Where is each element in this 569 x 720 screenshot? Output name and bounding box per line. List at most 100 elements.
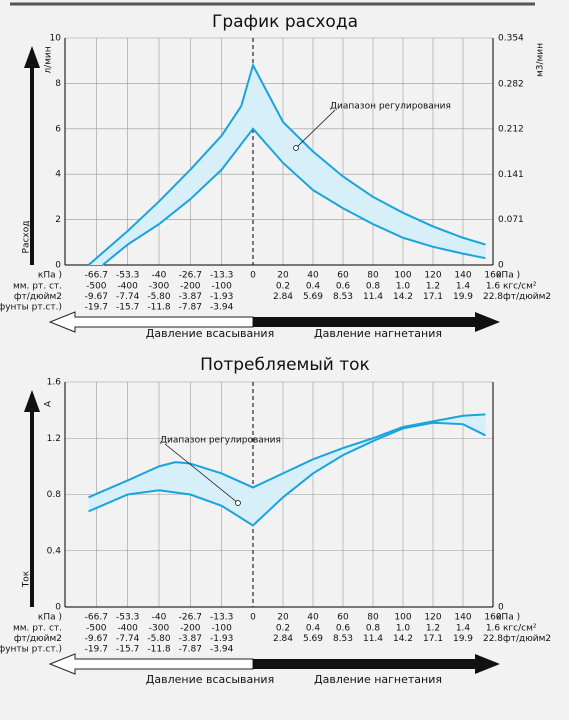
x-tick-label: 60 [337, 271, 349, 281]
y-tick-label: 0 [55, 261, 61, 271]
x-scale-label: 17.1 [423, 634, 443, 644]
range-band [88, 65, 486, 266]
x-scale-label: 0.6 [336, 624, 351, 634]
y-tick-label: 8 [55, 79, 61, 89]
x-scale-label: 2.84 [273, 634, 293, 644]
x-scale-label: -1.93 [210, 292, 233, 302]
x-scale-label: 22.8 [483, 634, 503, 644]
x-scale-label: -7.87 [179, 303, 202, 313]
x-scale-label: 1.0 [396, 282, 411, 292]
x-scale-unit: фт/дюйм2 [503, 634, 551, 644]
x-scale-unit: кгс/см² [503, 624, 537, 634]
x-tick-label: 80 [367, 271, 379, 281]
chart-title: Потребляемый ток [200, 355, 370, 375]
y2-label: м3/мин [536, 43, 546, 77]
x-scale-label: 1.2 [426, 282, 440, 292]
y2-tick-label: 0.141 [498, 170, 524, 180]
x-tick-label: 40 [307, 271, 319, 281]
x-scale-label: -500 [86, 624, 107, 634]
x-unit: кПа ) [496, 271, 520, 281]
x-scale-label: 0.2 [276, 624, 290, 634]
y-label-top: A [44, 400, 54, 407]
x-scale-label: -400 [117, 624, 138, 634]
y-label-top: л/мин [44, 46, 54, 73]
range-band [88, 414, 486, 526]
y-tick-label: 0.8 [47, 490, 62, 500]
x-scale-label: 22.8 [483, 292, 503, 302]
x-scale-label: -1.93 [210, 634, 233, 644]
axis-arrow [24, 390, 40, 607]
x-scale-label: 11.4 [363, 292, 383, 302]
x-scale-label: 14.2 [393, 634, 413, 644]
x-scale-label: -200 [180, 624, 201, 634]
x-scale-label: -7.87 [179, 645, 202, 655]
x-tick-label: -53.3 [116, 613, 139, 623]
x-tick-label: 100 [394, 271, 411, 281]
x-scale-label: -3.94 [210, 645, 234, 655]
x-scale-label: -5.80 [147, 634, 171, 644]
x-unit: кПа ) [496, 613, 520, 623]
y2-tick-label: 0 [498, 603, 504, 613]
x-scale-unit: кгс/см² [503, 282, 537, 292]
annotation-leader [164, 443, 239, 504]
annotation: Диапазон регулирования [160, 436, 281, 446]
x-scale-label: 0.8 [366, 624, 381, 634]
suction-arrow [48, 653, 254, 675]
x-unit: кПа ) [38, 613, 62, 623]
x-scale-label: -15.7 [116, 645, 139, 655]
y2-tick-label: 0 [498, 261, 504, 271]
x-scale-unit: (фунты рт.ст.) [0, 303, 62, 313]
x-tick-label: 120 [424, 271, 441, 281]
x-scale-label: 1.0 [396, 624, 411, 634]
x-scale-unit: фт/дюйм2 [14, 292, 62, 302]
y-label-bottom: Ток [22, 570, 32, 588]
x-scale-label: -9.67 [85, 292, 108, 302]
y-tick-label: 4 [55, 170, 61, 180]
axis-arrow [24, 46, 40, 265]
x-scale-label: 0.8 [366, 282, 381, 292]
x-tick-label: 160 [484, 613, 501, 623]
y-label-bottom: Расход [22, 221, 32, 254]
x-scale-label: 1.4 [456, 282, 471, 292]
x-scale-label: 0.2 [276, 282, 290, 292]
x-tick-label: 20 [277, 271, 289, 281]
x-tick-label: -13.3 [210, 613, 233, 623]
x-scale-label: -19.7 [85, 303, 108, 313]
suction-arrow [48, 311, 254, 333]
x-tick-label: 140 [454, 271, 471, 281]
series-line [87, 62, 486, 266]
x-tick-label: 60 [337, 613, 349, 623]
x-scale-label: -19.7 [85, 645, 108, 655]
x-scale-label: -300 [149, 624, 170, 634]
x-tick-label: 80 [367, 613, 379, 623]
x-tick-label: 100 [394, 613, 411, 623]
x-scale-label: 1.6 [486, 624, 501, 634]
x-tick-label: 20 [277, 613, 289, 623]
discharge-arrow [253, 312, 500, 332]
discharge-arrow [253, 654, 500, 674]
x-tick-label: -66.7 [85, 613, 108, 623]
x-scale-label: 5.69 [303, 634, 323, 644]
direction-label: Давление нагнетания [314, 327, 442, 340]
x-scale-label: 8.53 [333, 292, 353, 302]
x-tick-label: -66.7 [85, 271, 108, 281]
x-scale-label: 1.6 [486, 282, 501, 292]
y2-tick-label: 0.282 [498, 80, 524, 90]
direction-label: Давление всасывания [146, 673, 274, 686]
x-scale-label: -5.80 [147, 292, 171, 302]
x-scale-unit: фт/дюйм2 [503, 292, 551, 302]
x-tick-label: 160 [484, 271, 501, 281]
y2-tick-label: 0.212 [498, 125, 524, 135]
x-scale-unit: (фунты рт.ст.) [0, 645, 62, 655]
x-scale-label: -3.87 [179, 634, 202, 644]
x-scale-label: -3.87 [179, 292, 202, 302]
x-scale-label: 8.53 [333, 634, 353, 644]
x-scale-label: 19.9 [453, 634, 473, 644]
x-scale-label: -11.8 [147, 645, 171, 655]
x-scale-unit: мм. рт. ст. [13, 282, 62, 292]
y-tick-label: 0 [55, 603, 61, 613]
x-scale-label: 0.4 [306, 282, 321, 292]
x-scale-label: 17.1 [423, 292, 443, 302]
x-tick-label: -13.3 [210, 271, 233, 281]
